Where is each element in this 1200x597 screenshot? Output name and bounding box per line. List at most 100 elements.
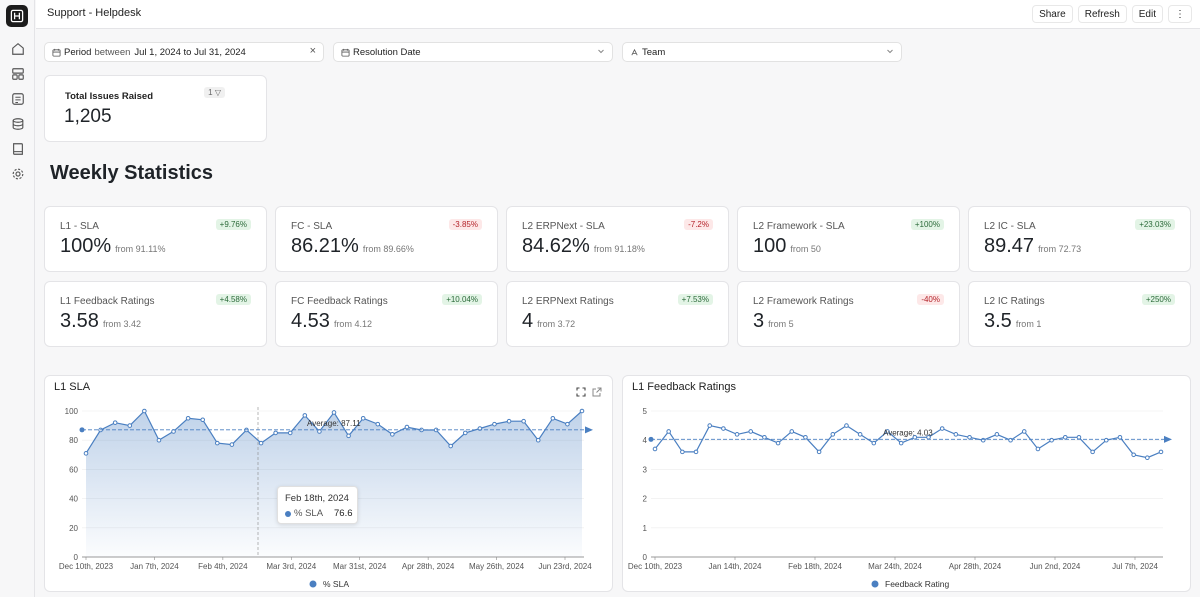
data-point xyxy=(857,432,863,437)
metric-card: L2 IC - SLA 89.47 from 72.73 +23.03% xyxy=(968,206,1191,272)
y-tick-label: 5 xyxy=(643,407,648,416)
data-point xyxy=(462,430,468,436)
data-point xyxy=(535,437,541,443)
x-tick-label: Mar 31st, 2024 xyxy=(333,562,387,571)
app-logo[interactable] xyxy=(6,5,28,27)
metric-title: L2 Framework - SLA xyxy=(753,221,845,232)
metric-value: 100% xyxy=(60,235,112,257)
l1-feedback-chart[interactable]: 0 1 2 3 4 5 Dec 10th, 2023 Jan 14th, 2024 Feb 18… xyxy=(623,376,1192,593)
clear-filter-icon[interactable]: × xyxy=(309,45,316,57)
l1-sla-chart-card: L1 SLA 0 20 40 60 80 100 Dec 10th, 2023 Jan 7th… xyxy=(44,375,613,592)
top-actions: Share Refresh Edit ⋮ xyxy=(1032,5,1192,23)
data-point xyxy=(565,421,570,427)
edit-button[interactable]: Edit xyxy=(1131,5,1163,23)
data-point xyxy=(721,426,726,431)
home-icon[interactable] xyxy=(10,41,25,56)
page-title: Support - Helpdesk xyxy=(47,7,142,19)
tooltip-series-dot xyxy=(285,511,291,517)
metric-card: L1 - SLA 100% from 91.11% +9.76% xyxy=(44,206,267,272)
data-point xyxy=(953,432,959,437)
metric-delta-badge: +100% xyxy=(910,219,944,230)
data-point xyxy=(287,430,293,436)
data-point xyxy=(302,413,308,418)
query-icon[interactable] xyxy=(10,91,25,106)
metric-previous: from 89.66% xyxy=(362,244,414,254)
metric-title: L2 ERPNext - SLA xyxy=(522,221,605,232)
metric-previous: from 72.73 xyxy=(1038,244,1082,254)
resolution-date-filter[interactable]: Resolution Date xyxy=(333,42,613,62)
data-point xyxy=(229,442,235,447)
legend-label: Feedback Rating xyxy=(885,579,950,589)
metric-delta-badge: +4.58% xyxy=(215,294,251,305)
team-filter-label: Team xyxy=(642,46,666,58)
weekly-statistics-heading: Weekly Statistics xyxy=(50,162,214,184)
x-tick-label: Jun 23rd, 2024 xyxy=(538,562,592,571)
data-point xyxy=(1021,429,1027,434)
metric-previous: from 1 xyxy=(1015,319,1042,329)
data-point xyxy=(579,408,585,414)
data-point xyxy=(273,430,278,436)
metric-value: 84.62% xyxy=(522,235,590,257)
refresh-button[interactable]: Refresh xyxy=(1077,5,1127,23)
y-tick-label: 0 xyxy=(74,553,79,562)
metric-title: L2 IC - SLA xyxy=(984,221,1036,232)
average-start-marker xyxy=(79,427,85,433)
y-tick-label: 4 xyxy=(643,436,648,445)
y-tick-label: 0 xyxy=(643,553,648,562)
y-tick-label: 20 xyxy=(69,524,78,533)
text-field-icon xyxy=(631,48,638,55)
data-point xyxy=(1131,452,1136,458)
legend-label: % SLA xyxy=(323,579,349,589)
metric-value: 3.58 xyxy=(60,310,99,332)
x-tick-label: Apr 28th, 2024 xyxy=(949,562,1002,571)
dashboard-icon[interactable] xyxy=(10,66,25,81)
team-filter[interactable]: Team xyxy=(622,42,902,62)
x-tick-label: Jun 2nd, 2024 xyxy=(1030,562,1081,571)
metric-card: L1 Feedback Ratings 3.58 from 3.42 +4.58% xyxy=(44,281,267,347)
l1-sla-chart[interactable]: 0 20 40 60 80 100 Dec 10th, 2023 Jan 7th, 2024 F… xyxy=(45,376,614,593)
data-point xyxy=(404,424,410,430)
data-point xyxy=(1062,434,1068,440)
more-options-button[interactable]: ⋮ xyxy=(1168,5,1192,23)
logo-icon xyxy=(10,9,24,23)
database-icon[interactable] xyxy=(10,116,25,131)
metric-previous: from 4.12 xyxy=(333,319,372,329)
average-arrow xyxy=(1164,435,1172,443)
fullscreen-icon[interactable] xyxy=(576,387,586,397)
settings-icon[interactable] xyxy=(10,166,25,181)
data-point xyxy=(1076,434,1082,440)
average-label: Average: 87.11 xyxy=(307,419,361,428)
data-point xyxy=(448,443,454,449)
data-point xyxy=(185,416,191,421)
x-tick-label: Apr 28th, 2024 xyxy=(402,562,455,571)
x-tick-label: Jul 7th, 2024 xyxy=(1112,562,1158,571)
metric-title: L2 Framework Ratings xyxy=(753,296,854,307)
metric-title: L2 ERPNext Ratings xyxy=(522,296,614,307)
share-button[interactable]: Share xyxy=(1032,5,1073,23)
book-icon[interactable] xyxy=(10,141,25,156)
metric-value: 100 xyxy=(753,235,787,257)
open-external-icon[interactable] xyxy=(592,387,602,397)
y-tick-label: 60 xyxy=(69,465,78,474)
y-tick-label: 100 xyxy=(65,407,79,416)
metric-title: FC - SLA xyxy=(291,221,333,232)
y-tick-label: 80 xyxy=(69,436,78,445)
data-point xyxy=(789,429,795,434)
legend-marker xyxy=(871,580,879,588)
metric-delta-badge: +23.03% xyxy=(1135,219,1175,230)
x-tick-label: Dec 10th, 2023 xyxy=(628,562,683,571)
metric-title: FC Feedback Ratings xyxy=(291,296,388,307)
metric-value: 4 xyxy=(522,310,534,332)
period-filter[interactable]: Period between Jul 1, 2024 to Jul 31, 20… xyxy=(44,42,324,62)
data-point xyxy=(506,418,512,424)
metric-delta-badge: -7.2% xyxy=(684,219,713,230)
y-tick-label: 1 xyxy=(643,524,648,533)
filter-count-badge[interactable]: 1 ▽ xyxy=(204,87,225,98)
metric-card: L2 Framework - SLA 100 from 50 +100% xyxy=(737,206,960,272)
x-tick-label: Mar 24th, 2024 xyxy=(868,562,922,571)
total-issues-card: Total Issues Raised 1,205 1 ▽ xyxy=(44,75,267,142)
data-point xyxy=(803,434,808,440)
data-point xyxy=(762,434,767,440)
data-point xyxy=(939,426,945,431)
data-point xyxy=(885,429,890,434)
